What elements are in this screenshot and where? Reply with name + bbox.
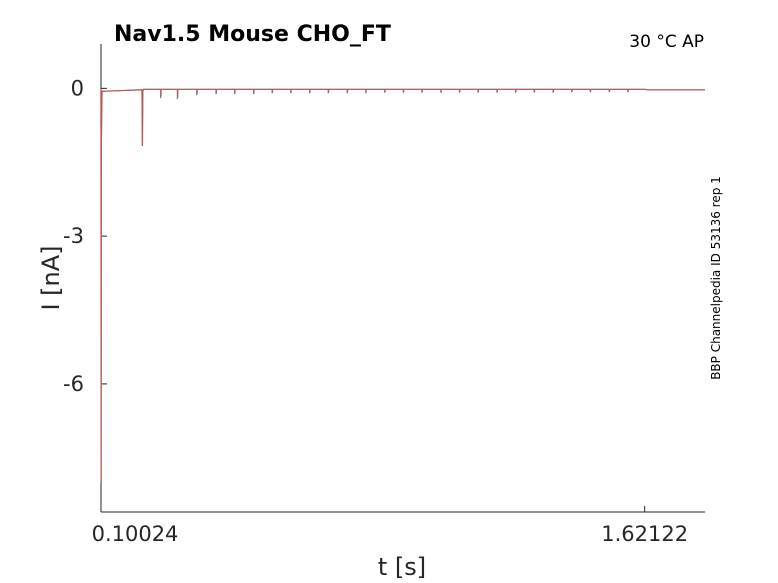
y-tick-label: 0 bbox=[71, 76, 84, 100]
series-0 bbox=[100, 88, 705, 483]
axes bbox=[100, 44, 705, 513]
plot-area bbox=[100, 88, 705, 483]
trace-line bbox=[100, 88, 705, 483]
x-tick-label: 1.62122 bbox=[601, 522, 688, 546]
chart-title: Nav1.5 Mouse CHO_FT bbox=[114, 22, 391, 47]
x-tick-label: 0.10024 bbox=[92, 522, 179, 546]
condition-label: 30 °C AP bbox=[629, 32, 704, 52]
y-tick-label: -3 bbox=[63, 224, 84, 248]
tick-labels: 0 -3 -6 0.10024 1.62122 bbox=[63, 76, 688, 546]
x-axis-label: t [s] bbox=[378, 553, 426, 581]
side-annotation: BBP Channelpedia ID 53136 rep 1 bbox=[709, 176, 723, 380]
y-axis-label: I [nA] bbox=[37, 245, 65, 310]
trace-gray bbox=[100, 88, 705, 483]
y-tick-label: -6 bbox=[63, 372, 84, 396]
